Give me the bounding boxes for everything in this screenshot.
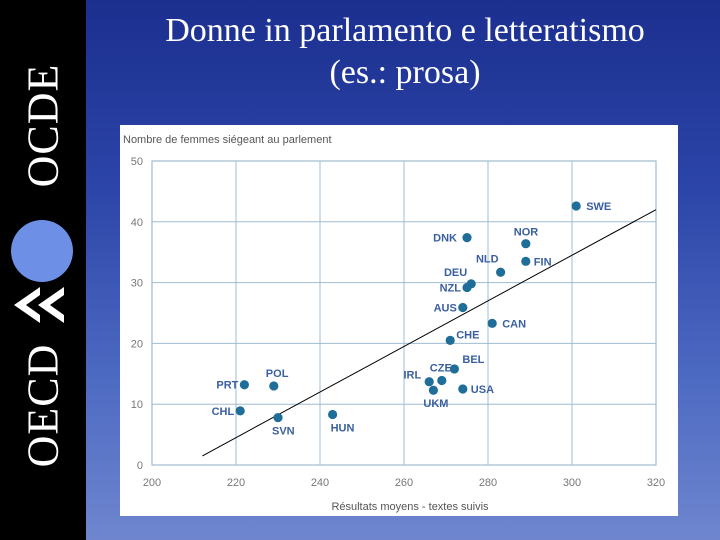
logo-band: OCDE OECD bbox=[0, 0, 86, 540]
data-label-dnk: DNK bbox=[433, 233, 457, 245]
data-point-chl bbox=[235, 406, 245, 416]
y-tick-label: 30 bbox=[131, 278, 143, 290]
data-point-irl bbox=[424, 377, 434, 387]
x-tick-label: 320 bbox=[647, 477, 665, 489]
data-point-prt bbox=[239, 380, 249, 390]
data-label-aus: AUS bbox=[434, 303, 457, 315]
slide-title-line2: (es.: prosa) bbox=[329, 54, 481, 91]
data-point-hun bbox=[328, 409, 338, 420]
y-tick-labels: 0 10 20 30 40 50 bbox=[131, 156, 143, 472]
x-tick-label: 240 bbox=[311, 477, 329, 489]
y-axis-label: Nombre de femmes siégeant au parlement bbox=[123, 134, 332, 146]
data-point-usa bbox=[458, 384, 468, 394]
data-label-chl: CHL bbox=[212, 406, 235, 418]
logo-circle-icon bbox=[11, 220, 73, 282]
x-tick-labels: 200 220 240 260 280 300 320 bbox=[143, 477, 665, 489]
scatter-chart: Nombre de femmes siégeant au parlement 0… bbox=[123, 134, 665, 513]
y-tick-label: 20 bbox=[131, 338, 143, 350]
data-point-nor bbox=[521, 239, 531, 249]
data-label-nld: NLD bbox=[476, 253, 499, 265]
data-point-can bbox=[487, 318, 497, 328]
logo-arrows-icon bbox=[14, 287, 64, 323]
data-point-swe bbox=[571, 201, 581, 211]
trend-line bbox=[202, 209, 657, 457]
data-point-nzl bbox=[462, 282, 472, 293]
data-point-pol bbox=[269, 381, 279, 391]
x-tick-label: 280 bbox=[479, 477, 497, 489]
data-label-usa: USA bbox=[471, 384, 494, 396]
x-tick-label: 300 bbox=[563, 477, 581, 489]
y-tick-label: 10 bbox=[131, 399, 143, 411]
oecd-logo: OCDE OECD bbox=[0, 64, 86, 467]
data-point-nld bbox=[496, 267, 506, 277]
chart-grid bbox=[151, 160, 657, 466]
x-tick-label: 220 bbox=[227, 477, 245, 489]
data-label-che: CHE bbox=[456, 329, 479, 341]
y-tick-label: 0 bbox=[137, 460, 143, 472]
data-label-swe: SWE bbox=[586, 201, 611, 213]
data-label-ukm: UKM bbox=[423, 398, 448, 410]
data-label-irl: IRL bbox=[403, 370, 421, 382]
data-label-pol: POL bbox=[266, 368, 289, 380]
data-points: SWE NOR DNK FIN NLD DEU NZL AUS CAN CHE BEL CZE IRL U… bbox=[212, 201, 612, 438]
data-label-hun: HUN bbox=[331, 423, 355, 435]
data-label-bel: BEL bbox=[462, 354, 484, 366]
data-point-che bbox=[445, 335, 455, 345]
x-tick-label: 260 bbox=[395, 477, 413, 489]
data-label-deu: DEU bbox=[444, 267, 467, 279]
data-point-fin bbox=[521, 256, 531, 266]
y-tick-label: 50 bbox=[131, 156, 143, 168]
data-point-cze bbox=[437, 375, 447, 386]
x-axis-label: Résultats moyens - textes suivis bbox=[331, 501, 489, 513]
data-label-svn: SVN bbox=[272, 426, 295, 438]
data-point-ukm bbox=[428, 385, 438, 395]
data-point-dnk bbox=[462, 233, 472, 243]
data-point-svn bbox=[273, 412, 283, 423]
y-tick-label: 40 bbox=[131, 217, 143, 229]
data-label-fin: FIN bbox=[534, 256, 552, 268]
data-label-cze: CZE bbox=[430, 362, 452, 374]
slide-title: Donne in parlamento e letteratismo (es.:… bbox=[90, 10, 720, 94]
logo-text-ocde: OCDE bbox=[18, 63, 68, 188]
x-tick-label: 200 bbox=[143, 477, 161, 489]
data-label-nzl: NZL bbox=[440, 282, 462, 294]
chart-panel: Nombre de femmes siégeant au parlement 0… bbox=[120, 125, 678, 516]
data-label-nor: NOR bbox=[514, 227, 539, 239]
logo-text-oecd: OECD bbox=[18, 343, 68, 468]
data-label-prt: PRT bbox=[216, 380, 238, 392]
data-point-aus bbox=[458, 302, 468, 313]
data-point-bel bbox=[449, 364, 459, 374]
data-label-can: CAN bbox=[502, 318, 526, 330]
slide-title-line1: Donne in parlamento e letteratismo bbox=[165, 12, 645, 49]
